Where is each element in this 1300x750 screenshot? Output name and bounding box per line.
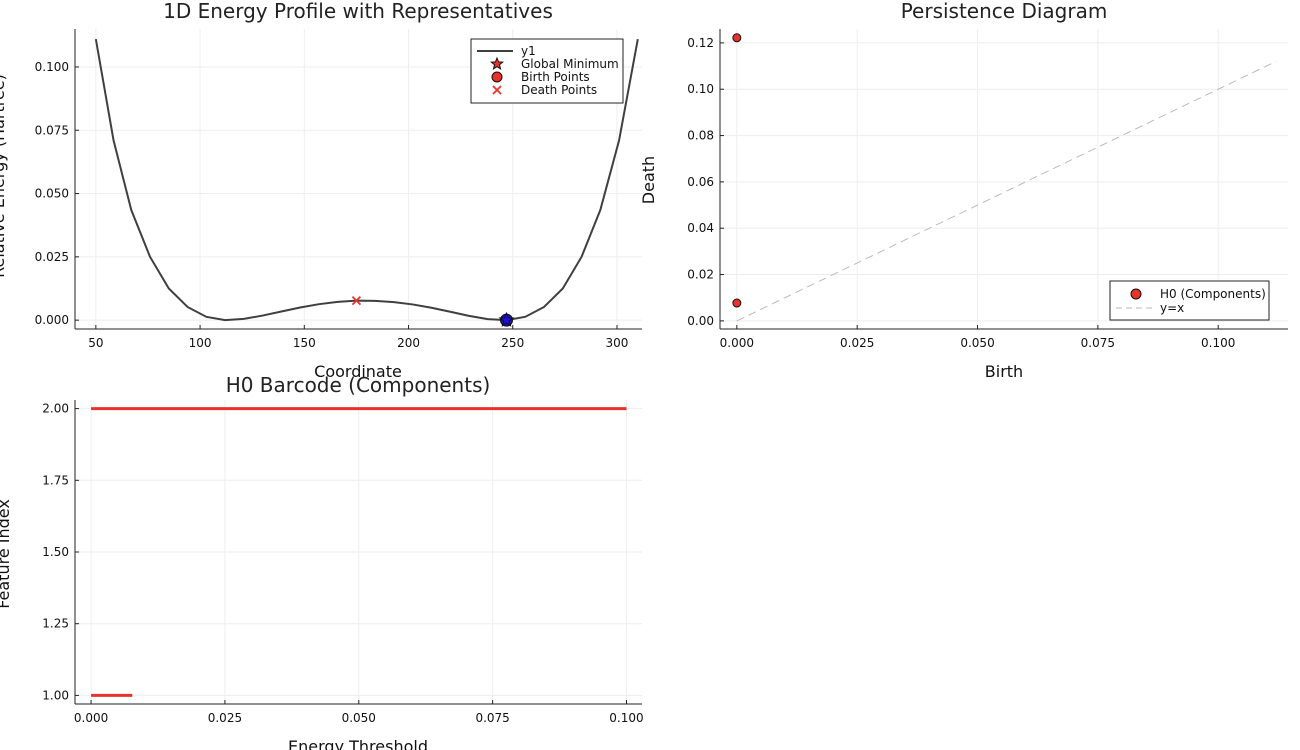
- death-point-marker: [351, 296, 362, 306]
- h0-barcode-title: H0 Barcode (Components): [226, 373, 491, 397]
- legend-entry-label: Birth Points: [521, 70, 590, 84]
- energy-legend-box: [470, 38, 624, 104]
- h0-barcode-ytick-label: 1.75: [42, 473, 69, 487]
- energy-profile-xtick-label: 100: [189, 336, 212, 350]
- energy-profile-xtick-label: 50: [88, 336, 103, 350]
- h0-barcode-ytick-label: 1.25: [42, 617, 69, 631]
- legend-star-swatch: [489, 56, 505, 70]
- energy-profile-marks: [94, 38, 639, 327]
- persistence-diagram-xtick-label: 0.100: [1201, 336, 1235, 350]
- energy-profile-title: 1D Energy Profile with Representatives: [163, 0, 553, 23]
- persistence-legend-box: [1109, 280, 1270, 321]
- persistence-diagram-legend: H0 (Components)y=x: [1109, 280, 1270, 321]
- energy-profile-xtick-label: 300: [606, 336, 629, 350]
- energy-profile-ytick-label: 0.100: [35, 60, 69, 74]
- legend-entry-label: y=x: [1160, 301, 1184, 315]
- legend-cross-swatch: [492, 85, 502, 95]
- persistence-diagram-ytick-label: 0.12: [687, 36, 714, 50]
- h0-barcode-xtick-label: 0.100: [609, 711, 643, 725]
- persistence-diagram-xtick-label: 0.050: [960, 336, 994, 350]
- h0-persistence-point: [732, 298, 742, 308]
- h0-barcode-ytick-label: 2.00: [42, 402, 69, 416]
- persistence-diagram-xtick-label: 0.000: [720, 336, 754, 350]
- persistence-diagram-xlabel: Birth: [985, 362, 1023, 381]
- energy-profile-xtick-label: 250: [501, 336, 524, 350]
- h0-barcode-xtick-label: 0.000: [74, 711, 108, 725]
- persistence-diagram-ylabel: Death: [639, 156, 658, 204]
- persistence-diagram-ytick-label: 0.06: [687, 175, 714, 189]
- legend-entry-label: H0 (Components): [1160, 287, 1266, 301]
- energy-profile-ytick-label: 0.050: [35, 187, 69, 201]
- h0-persistence-point: [732, 33, 742, 43]
- energy-profile-ticks: 50 100 150 200 250 300 0.000 0.025 0.050 0.075 0.1…: [35, 29, 642, 350]
- diagonal-reference-line: [736, 60, 1277, 322]
- h0-barcode-xlabel: Energy Threshold: [288, 737, 428, 750]
- h0-barcode-ytick-label: 1.00: [42, 688, 69, 702]
- global-minimum-marker: [498, 311, 515, 327]
- energy-profile-xtick-label: 150: [293, 336, 316, 350]
- h0-barcode-panel: H0 Barcode (Components) Energy Threshold…: [0, 373, 644, 750]
- persistence-diagram-grid: [720, 29, 1288, 329]
- h0-barcode-ytick-label: 1.50: [42, 545, 69, 559]
- energy-profile-xlabel: Coordinate: [314, 362, 402, 381]
- h0-barcode-ticks: 0.000 0.025 0.050 0.075 0.100 1.00 1.25 1.50 1.7…: [42, 400, 644, 725]
- energy-profile-ylabel: Relative Energy (Hartree): [0, 74, 8, 278]
- energy-profile-ytick-label: 0.000: [35, 313, 69, 327]
- energy-profile-panel: 1D Energy Profile with Representatives C…: [0, 0, 642, 381]
- persistence-diagram-ytick-label: 0.02: [687, 268, 714, 282]
- h0-barcode-marks: [91, 407, 627, 697]
- persistence-diagram-ytick-label: 0.00: [687, 314, 714, 328]
- h0-barcode-grid: [75, 400, 642, 704]
- energy-profile-ytick-label: 0.075: [35, 123, 69, 137]
- h0-barcode-xtick-label: 0.075: [475, 711, 509, 725]
- legend-circle-swatch: [491, 71, 503, 83]
- persistence-diagram-ticks: 0.000 0.025 0.050 0.075 0.100 0.00 0.02 0.04 0.0…: [687, 29, 1288, 350]
- persistence-diagram-xtick-label: 0.075: [1081, 336, 1115, 350]
- persistence-diagram-title: Persistence Diagram: [901, 0, 1108, 23]
- persistence-diagram-marks: [732, 33, 1277, 322]
- legend-circle-swatch: [1130, 288, 1142, 300]
- persistence-diagram-ytick-label: 0.10: [687, 82, 714, 96]
- energy-profile-xtick-label: 200: [397, 336, 420, 350]
- persistence-diagram-ytick-label: 0.04: [687, 221, 714, 235]
- h0-barcode-xtick-label: 0.025: [208, 711, 242, 725]
- energy-curve-line: [94, 38, 639, 322]
- h0-barcode-xtick-label: 0.050: [342, 711, 376, 725]
- legend-entry-label: Global Minimum: [521, 57, 619, 71]
- energy-profile-ytick-label: 0.025: [35, 250, 69, 264]
- persistence-diagram-xtick-label: 0.025: [840, 336, 874, 350]
- legend-entry-label: y1: [521, 44, 536, 58]
- persistence-diagram-ytick-label: 0.08: [687, 129, 714, 143]
- persistence-diagram-panel: Persistence Diagram Birth Death 0.000 0.0…: [639, 0, 1288, 381]
- h0-barcode-ylabel: Feature Index: [0, 499, 13, 609]
- legend-entry-label: Death Points: [521, 83, 597, 97]
